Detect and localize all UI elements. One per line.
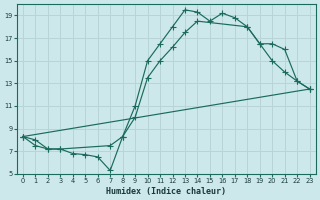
X-axis label: Humidex (Indice chaleur): Humidex (Indice chaleur) — [106, 187, 226, 196]
